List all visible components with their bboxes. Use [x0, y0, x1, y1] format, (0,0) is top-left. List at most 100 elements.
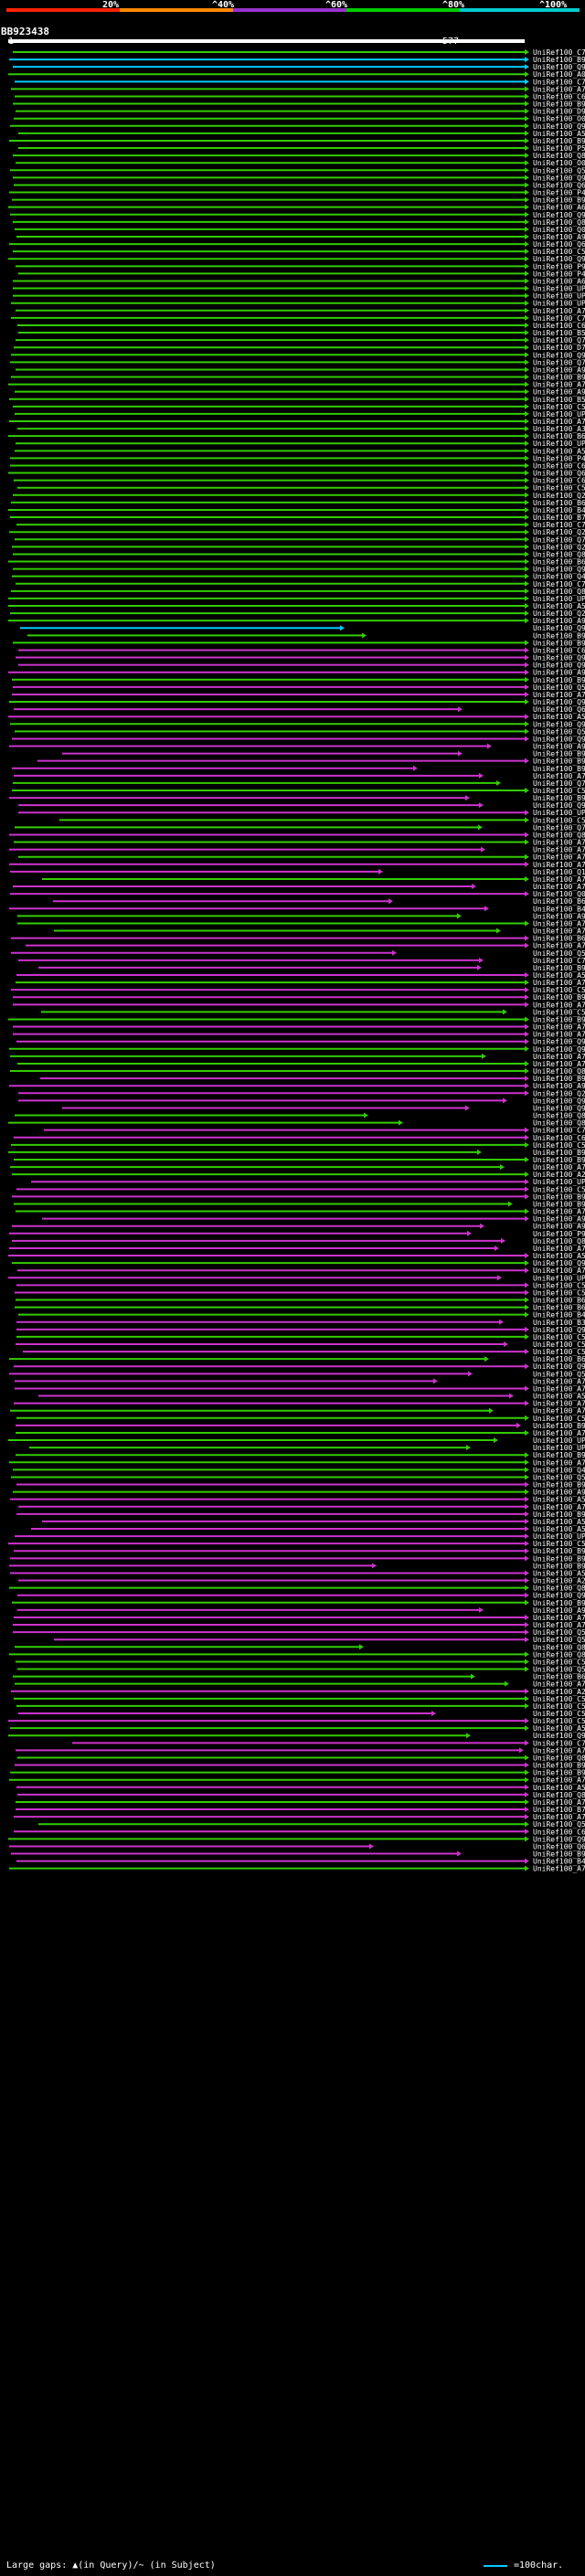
hit-label[interactable]: UniRef100_A9NQL9: [533, 366, 585, 374]
hit-label[interactable]: UniRef100_D9JP64: [533, 108, 585, 116]
hit-label[interactable]: UniRef100_B9S818: [533, 993, 585, 1002]
hit-label[interactable]: UniRef100_C7SBE3: [533, 314, 585, 323]
hit-label[interactable]: UniRef100_A5C2W8: [533, 971, 585, 980]
hit-label[interactable]: UniRef100_Q2HRM7: [533, 528, 585, 536]
hit-label[interactable]: UniRef100_Q5KSB5: [533, 949, 585, 958]
hit-label[interactable]: UniRef100_B4FAY1: [533, 506, 585, 514]
hit-label[interactable]: UniRef100_Q5KT26: [533, 684, 585, 692]
hit-label[interactable]: UniRef100_UP1000..: [533, 410, 585, 419]
hit-label[interactable]: UniRef100_C7SBC4: [533, 78, 585, 86]
hit-label[interactable]: UniRef100_Q7F731: [533, 779, 585, 788]
hit-label[interactable]: UniRef100_C5XHM0: [533, 1348, 585, 1356]
hit-label[interactable]: UniRef100_B7FFA6: [533, 514, 585, 522]
hit-label[interactable]: UniRef100_UP1000..: [533, 285, 585, 293]
hit-label[interactable]: UniRef100_C6TAV0: [533, 92, 585, 101]
hit-label[interactable]: UniRef100_A7QTD4: [533, 861, 585, 869]
hit-label[interactable]: UniRef100_Q0QR06: [533, 890, 585, 898]
hit-label[interactable]: UniRef100_A7YZ52: [533, 85, 585, 93]
hit-label[interactable]: UniRef100_A7Q4R8: [533, 1458, 585, 1467]
hit-label[interactable]: UniRef100_A2X5Q6: [533, 1577, 585, 1585]
hit-label[interactable]: UniRef100_Q2HTS7: [533, 492, 585, 500]
hit-label[interactable]: UniRef100_B9RFS5: [533, 1422, 585, 1430]
hit-label[interactable]: UniRef100_A7R2G1: [533, 418, 585, 426]
hit-label[interactable]: UniRef100_Q61544: [533, 705, 585, 714]
hit-label[interactable]: UniRef100_A7Q4Q9: [533, 1429, 585, 1437]
hit-label[interactable]: UniRef100_UP1000..: [533, 1532, 585, 1541]
hit-label[interactable]: UniRef100_A7PX36: [533, 1001, 585, 1009]
hit-label[interactable]: UniRef100_A7QJ13: [533, 691, 585, 699]
hit-label[interactable]: UniRef100_Q851X0: [533, 1585, 585, 1593]
hit-label[interactable]: UniRef100_Q5FEW6: [533, 1820, 585, 1829]
hit-label[interactable]: UniRef100_B9MP90: [533, 1850, 585, 1859]
hit-label[interactable]: UniRef100_P49053: [533, 454, 585, 462]
hit-label[interactable]: UniRef100_C5XUE2: [533, 1695, 585, 1703]
hit-label[interactable]: UniRef100_B9QEU5: [533, 758, 585, 766]
hit-label[interactable]: UniRef100_C5YMS4: [533, 403, 585, 411]
hit-label[interactable]: UniRef100_C5YJG4: [533, 1658, 585, 1666]
hit-label[interactable]: UniRef100_Q9SEL3: [533, 351, 585, 359]
hit-label[interactable]: UniRef100_B9VDE7: [533, 765, 585, 773]
hit-label[interactable]: UniRef100_A5BHY9: [533, 1518, 585, 1526]
hit-label[interactable]: UniRef100_Q8VZ99: [533, 152, 585, 160]
hit-label[interactable]: UniRef100_A9TVN1: [533, 743, 585, 751]
hit-label[interactable]: UniRef100_UP1000..: [533, 809, 585, 817]
hit-label[interactable]: UniRef100_B6SZ33: [533, 432, 585, 440]
hit-label[interactable]: UniRef100_Q5SPV5: [533, 1636, 585, 1644]
hit-label[interactable]: UniRef100_Q9SEX0: [533, 698, 585, 706]
hit-label[interactable]: UniRef100_C5XRU7: [533, 1008, 585, 1016]
hit-label[interactable]: UniRef100_Q5KT31: [533, 727, 585, 736]
hit-label[interactable]: UniRef100_Q5SSP4: [533, 1628, 585, 1637]
hit-label[interactable]: UniRef100_A9S871: [533, 233, 585, 241]
hit-label[interactable]: UniRef100_P46271: [533, 189, 585, 197]
hit-label[interactable]: UniRef100_A7QVW8: [533, 1245, 585, 1253]
hit-label[interactable]: UniRef100_A7PX35: [533, 1163, 585, 1171]
hit-label[interactable]: UniRef100_C5XRV7: [533, 1702, 585, 1711]
hit-label[interactable]: UniRef100_Q8LNR8: [533, 1237, 585, 1246]
hit-label[interactable]: UniRef100_UP1000..: [533, 1274, 585, 1282]
hit-label[interactable]: UniRef100_Q1W0U2: [533, 868, 585, 876]
hit-label[interactable]: UniRef100_Q9M8X6: [533, 1259, 585, 1267]
hit-label[interactable]: UniRef100_A7Q4R2: [533, 1023, 585, 1032]
hit-label[interactable]: UniRef100_UP1000..: [533, 300, 585, 308]
hit-label[interactable]: UniRef100_B6TKW5: [533, 897, 585, 906]
hit-label[interactable]: UniRef100_C5XFQ9: [533, 1288, 585, 1297]
hit-label[interactable]: UniRef100_A7Q4R3: [533, 846, 585, 854]
hit-label[interactable]: UniRef100_C7SBD1: [533, 1739, 585, 1747]
hit-label[interactable]: UniRef100_Q851L8: [533, 1650, 585, 1659]
hit-label[interactable]: UniRef100_Q851L9: [533, 1791, 585, 1799]
hit-label[interactable]: UniRef100_UP1000..: [533, 440, 585, 448]
hit-label[interactable]: UniRef100_A5B2M3: [533, 602, 585, 610]
hit-label[interactable]: UniRef100_C6T2S7: [533, 461, 585, 470]
hit-label[interactable]: UniRef100_B4FAY5: [533, 905, 585, 913]
hit-label[interactable]: UniRef100_Q8APL8: [533, 1119, 585, 1128]
hit-label[interactable]: UniRef100_Q94EG3: [533, 1835, 585, 1843]
hit-label[interactable]: UniRef100_Q8LYY0: [533, 1112, 585, 1120]
hit-label[interactable]: UniRef100_Q9FZZ7: [533, 1104, 585, 1112]
hit-label[interactable]: UniRef100_C5XH62: [533, 986, 585, 994]
hit-label[interactable]: UniRef100_B7FN09: [533, 1806, 585, 1814]
hit-label[interactable]: UniRef100_P45054: [533, 270, 585, 278]
hit-label[interactable]: UniRef100_B9RN61: [533, 1554, 585, 1563]
hit-label[interactable]: UniRef100_B9MSQ7: [533, 1193, 585, 1201]
hit-label[interactable]: UniRef100_Q9AVV7: [533, 211, 585, 219]
hit-label[interactable]: UniRef100_A3A029: [533, 425, 585, 433]
hit-label[interactable]: UniRef100_B4FY75: [533, 1311, 585, 1320]
hit-label[interactable]: UniRef100_Q5R3P9: [533, 166, 585, 175]
hit-label[interactable]: UniRef100_A9PAV1: [533, 1223, 585, 1231]
hit-label[interactable]: UniRef100_A2X004: [533, 1688, 585, 1696]
hit-label[interactable]: UniRef100_B9MSY4: [533, 137, 585, 145]
hit-label[interactable]: UniRef100_A7PBK6: [533, 1208, 585, 1216]
hit-label[interactable]: UniRef100_Q9LMC9: [533, 720, 585, 728]
hit-label[interactable]: UniRef100_Q9SUJ0: [533, 174, 585, 182]
hit-label[interactable]: UniRef100_B9S5Q0: [533, 101, 585, 109]
hit-label[interactable]: UniRef100_A9NT73: [533, 617, 585, 625]
hit-label[interactable]: UniRef100_C5XRV5: [533, 1710, 585, 1718]
hit-label[interactable]: UniRef100_B9W618: [533, 56, 585, 64]
hit-label[interactable]: UniRef100_B9MSQ6: [533, 1200, 585, 1208]
hit-label[interactable]: UniRef100_Q94WH8: [533, 1045, 585, 1054]
hit-label[interactable]: UniRef100_Q8LBY5: [533, 1754, 585, 1762]
hit-label[interactable]: UniRef100_Q9FZE0: [533, 1097, 585, 1105]
hit-label[interactable]: UniRef100_A9NY67: [533, 388, 585, 397]
hit-label[interactable]: UniRef100_Q6JYN1: [533, 1842, 585, 1850]
hit-label[interactable]: UniRef100_A7P600: [533, 1865, 585, 1873]
